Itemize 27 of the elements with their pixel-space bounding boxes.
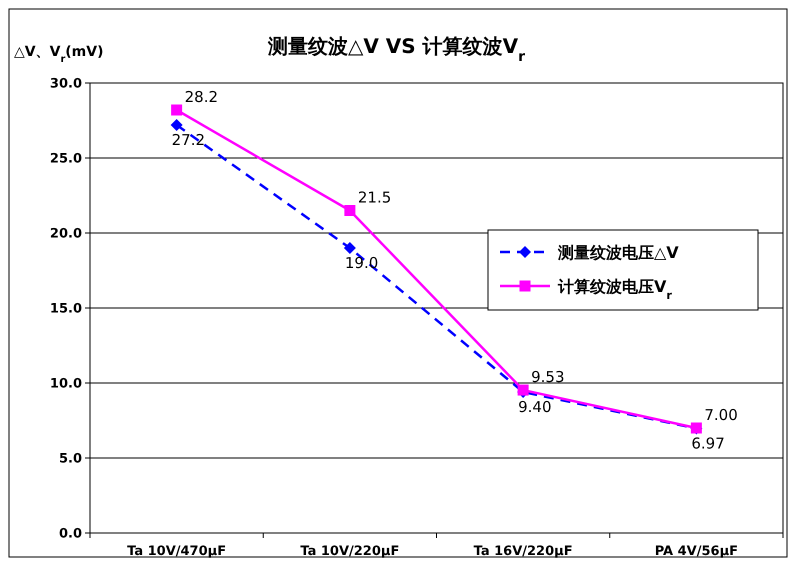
point: [344, 242, 356, 254]
data-label: 6.97: [691, 434, 725, 452]
chart-title: 测量纹波△V VS 计算纹波V$_{r}$: [266, 34, 526, 65]
data-label: 21.5: [358, 188, 392, 206]
data-label: 19.0: [344, 254, 378, 272]
y-tick-label: 0.0: [58, 526, 82, 542]
y-tick-label: 5.0: [58, 452, 82, 467]
point: [344, 205, 356, 216]
x-tick-label: Ta 10V/470μF: [127, 544, 226, 559]
data-label: 28.2: [184, 88, 218, 106]
y-tick-label: 20.0: [50, 226, 82, 242]
x-tick-label: Ta 10V/220μF: [300, 544, 400, 559]
x-tick-label: Ta 16V/220μF: [474, 544, 573, 559]
point: [170, 119, 183, 131]
x-tick-label: PA 4V/56μF: [654, 544, 738, 559]
legend-label: 测量纹波电压△V: [557, 243, 680, 262]
data-label: 9.40: [518, 398, 552, 416]
y-tick-label: 10.0: [50, 376, 82, 392]
point: [171, 104, 182, 116]
y-tick-label: 15.0: [50, 302, 82, 317]
y-tick-label: 25.0: [50, 152, 82, 167]
y-axis-title: △V、V$_{r}$(mV): [14, 44, 104, 64]
y-tick-label: 30.0: [50, 76, 82, 92]
data-label: 9.53: [531, 368, 565, 386]
data-label: 27.2: [172, 131, 206, 149]
legend-label: 计算纹波电压V$_{r}$: [557, 277, 672, 302]
data-label: 7.00: [704, 406, 738, 424]
